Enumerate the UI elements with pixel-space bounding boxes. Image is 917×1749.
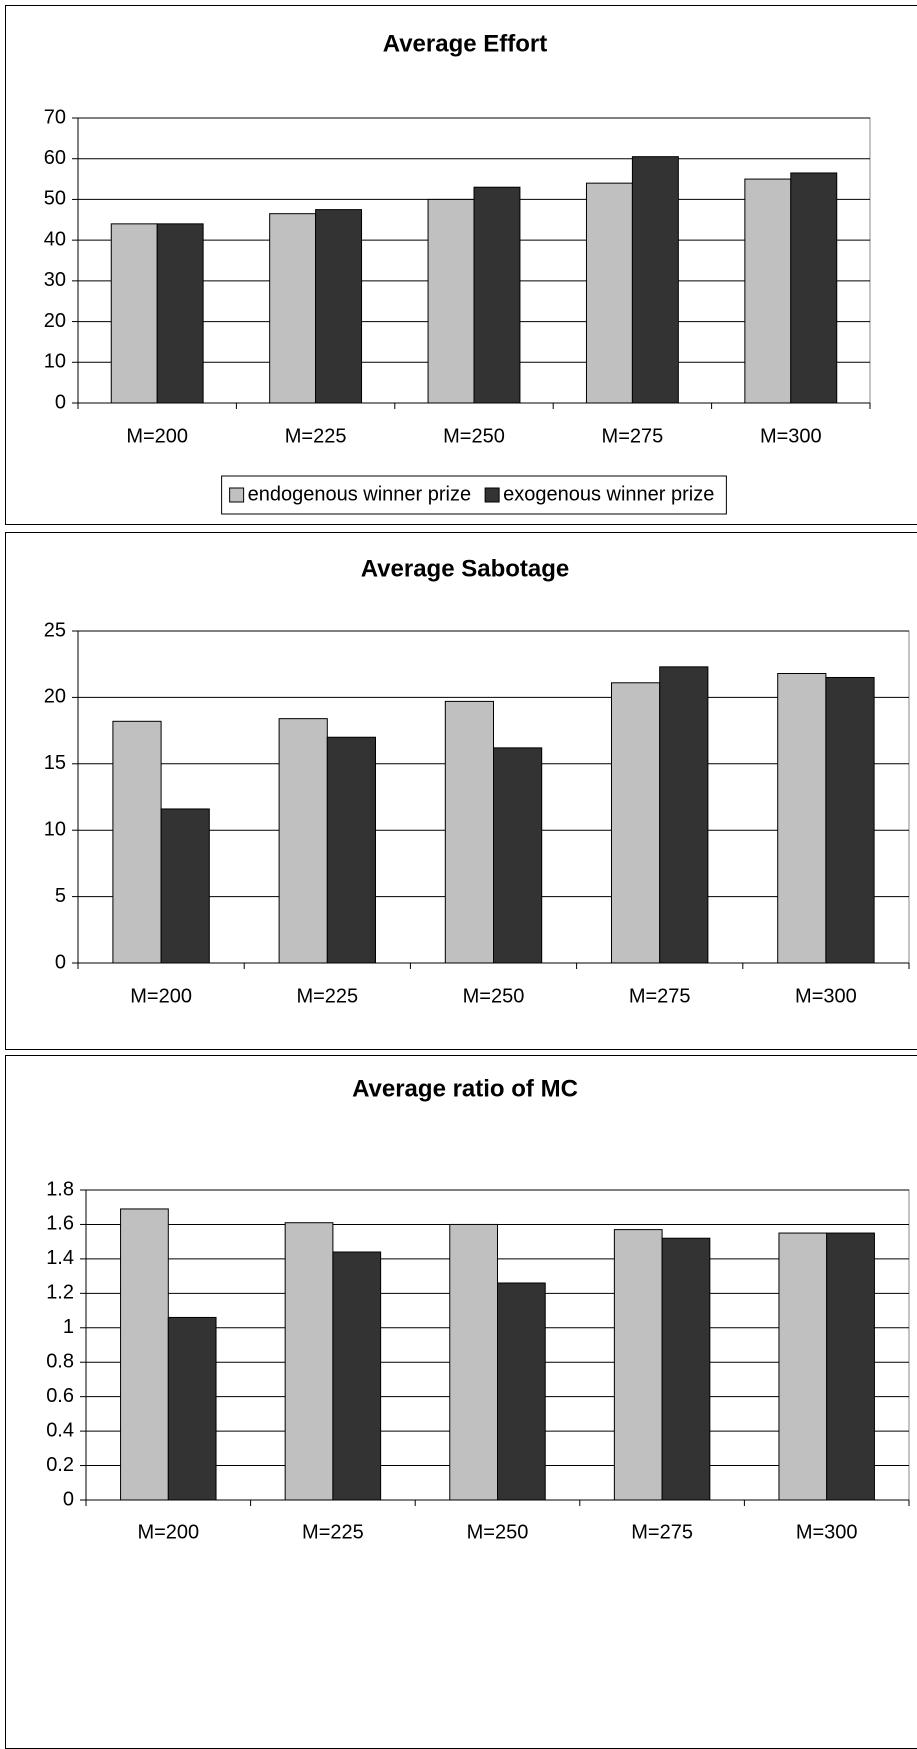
bar: [778, 1232, 828, 1501]
bar: [269, 213, 317, 404]
y-tick-label: 25: [44, 619, 66, 641]
bar: [444, 700, 494, 964]
bar: [110, 223, 158, 404]
x-tick-label: M=275: [629, 985, 691, 1007]
x-tick-label: M=275: [631, 1521, 693, 1543]
y-tick-label: 15: [44, 752, 66, 774]
bar: [156, 223, 204, 404]
y-tick-label: 0.2: [46, 1454, 74, 1476]
y-tick-label: 1.2: [46, 1282, 74, 1304]
bar: [777, 672, 827, 964]
y-tick-label: 1.8: [46, 1178, 74, 1200]
y-tick-label: 20: [44, 686, 66, 708]
legend-label: endogenous winner prize: [248, 483, 472, 505]
x-tick-label: M=225: [296, 985, 358, 1007]
bar: [332, 1251, 382, 1501]
x-tick-label: M=300: [795, 985, 857, 1007]
y-tick-label: 0.8: [46, 1351, 74, 1373]
x-tick-label: M=250: [443, 425, 505, 447]
bar: [427, 198, 475, 404]
y-tick-label: 0: [63, 1488, 74, 1510]
x-tick-label: M=250: [463, 985, 525, 1007]
x-tick-label: M=300: [760, 425, 822, 447]
bar: [278, 718, 328, 964]
y-tick-label: 1.6: [46, 1213, 74, 1235]
bar: [826, 1232, 875, 1501]
legend-swatch: [229, 487, 245, 503]
bar: [744, 178, 792, 404]
bar: [613, 1229, 663, 1501]
bar: [493, 747, 543, 964]
bar: [497, 1282, 546, 1501]
bar: [825, 676, 875, 964]
y-tick-label: 0: [55, 391, 66, 413]
x-tick-label: M=225: [285, 425, 347, 447]
bar: [160, 808, 210, 964]
x-tick-label: M=200: [126, 425, 188, 447]
bar: [585, 182, 633, 404]
legend-label: exogenous winner prize: [503, 483, 714, 505]
x-tick-label: M=200: [137, 1521, 199, 1543]
y-tick-label: 0.6: [46, 1385, 74, 1407]
bar: [661, 1237, 711, 1501]
y-tick-label: 10: [44, 351, 66, 373]
y-tick-label: 5: [55, 885, 66, 907]
y-tick-label: 70: [44, 106, 66, 128]
chart-title: Average Effort: [383, 30, 547, 57]
y-tick-label: 0: [55, 951, 66, 973]
legend: [221, 475, 727, 515]
y-tick-label: 1.4: [46, 1247, 74, 1269]
bar: [284, 1222, 334, 1501]
x-tick-label: M=200: [130, 985, 192, 1007]
bar: [659, 666, 709, 964]
bar: [315, 209, 363, 404]
y-tick-label: 20: [44, 310, 66, 332]
bar: [120, 1208, 169, 1501]
bar: [790, 172, 838, 404]
y-tick-label: 0.4: [46, 1419, 74, 1441]
y-tick-label: 10: [44, 818, 66, 840]
legend-swatch: [484, 487, 500, 503]
bar: [449, 1223, 498, 1501]
bar: [326, 736, 376, 964]
bar: [112, 720, 162, 964]
x-tick-label: M=225: [302, 1521, 364, 1543]
y-tick-label: 1: [63, 1316, 74, 1338]
chart-title: Average Sabotage: [361, 555, 570, 582]
bar: [631, 156, 679, 404]
chart-title: Average ratio of MC: [352, 1075, 578, 1102]
bar: [167, 1316, 217, 1501]
y-tick-label: 60: [44, 147, 66, 169]
bar: [611, 682, 661, 964]
bar: [473, 186, 521, 404]
y-tick-label: 30: [44, 269, 66, 291]
x-tick-label: M=300: [796, 1521, 858, 1543]
y-tick-label: 50: [44, 188, 66, 210]
x-tick-label: M=275: [602, 425, 664, 447]
x-tick-label: M=250: [467, 1521, 529, 1543]
y-tick-label: 40: [44, 228, 66, 250]
